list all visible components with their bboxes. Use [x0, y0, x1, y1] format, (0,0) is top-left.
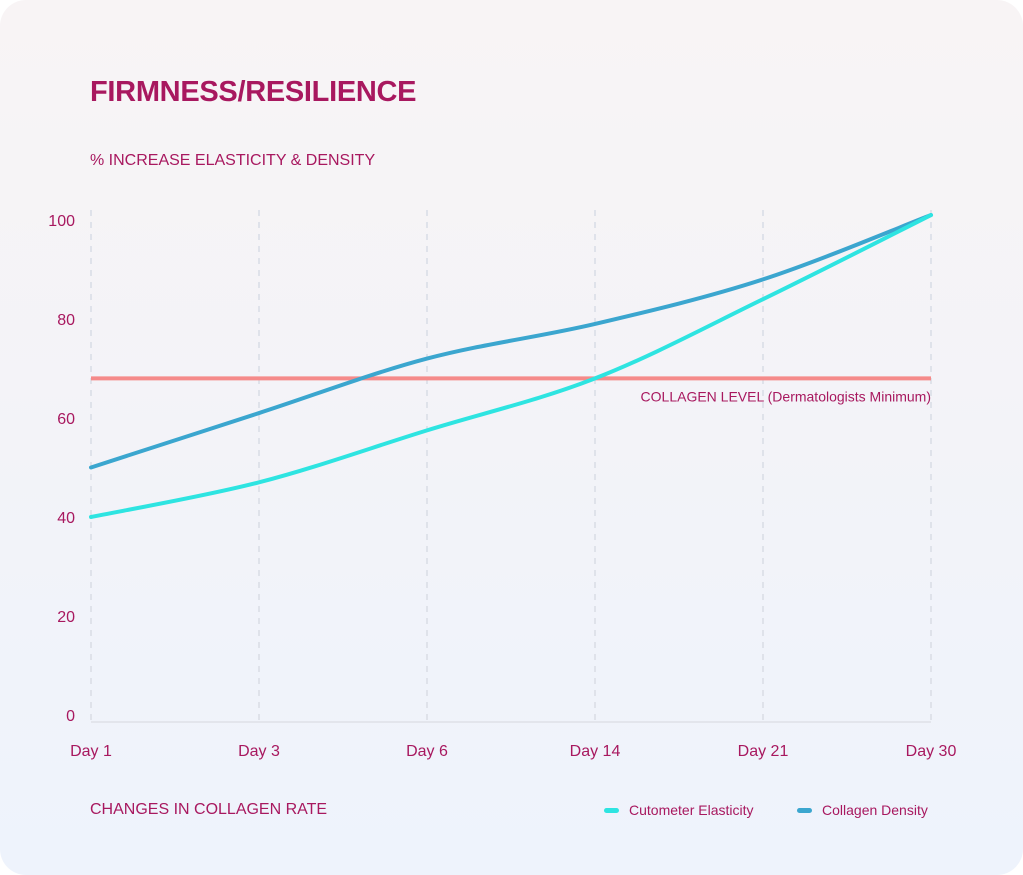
x-tick-label: Day 30 [906, 743, 957, 760]
series-line-collagen-density [89, 213, 933, 470]
x-tick-label: Day 3 [238, 743, 280, 760]
legend-label: Cutometer Elasticity [629, 802, 754, 818]
x-tick-label: Day 6 [406, 743, 448, 760]
x-tick-label: Day 1 [70, 743, 112, 760]
y-tick-label: 0 [66, 708, 75, 725]
y-tick-label: 60 [57, 411, 75, 428]
collagen-level-label: COLLAGEN LEVEL (Dermatologists Minimum) [641, 388, 931, 404]
y-tick-label: 100 [48, 213, 75, 230]
legend-item-density: Collagen Density [797, 802, 928, 818]
legend-item-cutometer: Cutometer Elasticity [604, 802, 753, 818]
legend-swatch [797, 807, 812, 813]
x-axis-title: CHANGES IN COLLAGEN RATE [90, 801, 328, 818]
series-line-cutometer-elasticity [89, 213, 933, 519]
x-tick-label: Day 14 [570, 743, 621, 760]
y-tick-label: 20 [57, 609, 75, 626]
legend-swatch [604, 807, 619, 813]
y-tick-label: 80 [57, 312, 75, 329]
legend-label: Collagen Density [822, 802, 928, 818]
chart-title: FIRMNESS/RESILIENCE [90, 76, 417, 108]
x-tick-label: Day 21 [738, 743, 789, 760]
y-axis-title: % INCREASE ELASTICITY & DENSITY [90, 152, 376, 169]
y-tick-label: 40 [57, 510, 75, 527]
